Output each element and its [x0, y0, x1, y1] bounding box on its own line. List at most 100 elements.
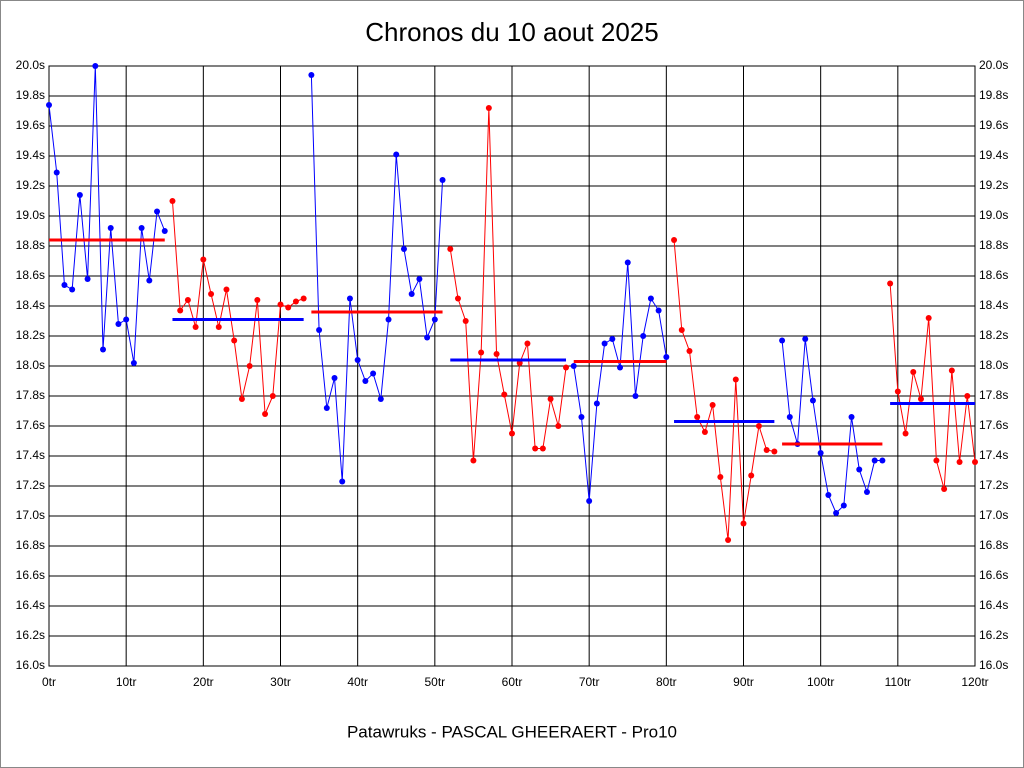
- data-point: [69, 286, 76, 293]
- y-tick-label: 17.6s: [16, 418, 45, 432]
- data-point: [701, 429, 708, 435]
- data-point: [431, 316, 438, 323]
- y-tick-label: 19.8s: [16, 88, 45, 102]
- data-point: [53, 169, 60, 176]
- data-point: [169, 198, 176, 204]
- data-point: [238, 396, 245, 402]
- data-point: [323, 405, 330, 411]
- y-tick-label: 19.2s: [16, 178, 45, 192]
- data-point: [215, 324, 222, 330]
- data-point: [84, 276, 91, 282]
- y2-tick-label: 18.0s: [979, 358, 1008, 372]
- data-point: [354, 357, 361, 363]
- data-point: [709, 402, 716, 408]
- y-tick-label: 16.4s: [16, 598, 45, 612]
- y-tick-label: 17.0s: [16, 508, 45, 522]
- y2-tick-label: 19.8s: [979, 88, 1008, 102]
- series-line: [673, 239, 775, 541]
- y-tick-label: 16.8s: [16, 538, 45, 552]
- data-point: [609, 336, 616, 342]
- data-point: [624, 259, 631, 266]
- y2-tick-label: 16.4s: [979, 598, 1008, 612]
- x-tick-label: 40tr: [347, 675, 368, 689]
- y2-tick-label: 20.0s: [979, 58, 1008, 72]
- plot-border: [48, 65, 976, 667]
- data-point: [92, 63, 99, 69]
- data-point: [617, 364, 624, 371]
- data-point: [640, 333, 647, 339]
- data-point: [956, 459, 963, 465]
- data-point: [671, 237, 678, 243]
- data-point: [948, 367, 955, 374]
- y2-tick-label: 19.0s: [979, 208, 1008, 222]
- data-point: [555, 423, 562, 429]
- data-point: [331, 375, 338, 381]
- x-tick-label: 10tr: [116, 675, 137, 689]
- data-point: [748, 472, 755, 479]
- y-tick-label: 19.6s: [16, 118, 45, 132]
- data-point: [254, 297, 261, 303]
- data-point: [262, 411, 269, 417]
- data-point: [817, 450, 824, 456]
- data-point: [416, 276, 423, 282]
- y2-tick-label: 18.6s: [979, 268, 1008, 282]
- data-point: [755, 423, 762, 429]
- data-point: [308, 72, 315, 78]
- data-point: [717, 474, 724, 480]
- series-line: [449, 107, 567, 461]
- data-point: [593, 400, 600, 407]
- y2-tick-label: 19.4s: [979, 148, 1008, 162]
- data-point: [269, 393, 276, 399]
- data-point: [300, 295, 307, 302]
- data-point: [346, 295, 353, 302]
- x-tick-label: 80tr: [656, 675, 677, 689]
- y-tick-label: 20.0s: [16, 58, 45, 72]
- data-point: [547, 396, 554, 402]
- series-line: [310, 74, 444, 482]
- data-point: [825, 492, 832, 498]
- y-tick-label: 18.6s: [16, 268, 45, 282]
- data-point: [385, 316, 392, 323]
- data-point: [161, 228, 168, 234]
- data-point: [601, 340, 608, 347]
- data-point: [509, 430, 515, 437]
- data-point: [208, 291, 215, 297]
- data-point: [863, 489, 870, 495]
- x-tick-label: 20tr: [193, 675, 214, 689]
- data-point: [377, 396, 384, 402]
- data-point: [740, 520, 747, 527]
- data-point: [370, 370, 377, 377]
- data-point: [917, 396, 924, 402]
- y-tick-label: 17.2s: [16, 478, 45, 492]
- data-point: [130, 360, 137, 366]
- data-point: [485, 105, 492, 111]
- y2-tick-label: 19.6s: [979, 118, 1008, 132]
- y-tick-label: 18.2s: [16, 328, 45, 342]
- x-tick-label: 70tr: [579, 675, 600, 689]
- data-point: [779, 337, 786, 344]
- data-point: [786, 414, 793, 420]
- data-point: [848, 414, 855, 420]
- y2-tick-label: 17.4s: [979, 448, 1008, 462]
- data-point: [879, 457, 886, 464]
- data-point: [123, 316, 130, 323]
- data-point: [285, 304, 292, 311]
- y-tick-label: 16.6s: [16, 568, 45, 582]
- y2-tick-label: 16.2s: [979, 628, 1008, 642]
- data-point: [462, 318, 469, 324]
- y-tick-label: 18.8s: [16, 238, 45, 252]
- y2-tick-label: 17.2s: [979, 478, 1008, 492]
- x-tick-label: 100tr: [807, 675, 834, 689]
- y2-tick-label: 18.8s: [979, 238, 1008, 252]
- data-point: [894, 388, 901, 395]
- data-point: [871, 457, 878, 464]
- x-tick-label: 90tr: [733, 675, 754, 689]
- y2-tick-label: 17.0s: [979, 508, 1008, 522]
- series-line: [889, 283, 976, 490]
- data-point: [177, 307, 184, 314]
- data-point: [316, 327, 323, 333]
- data-point: [277, 301, 284, 308]
- x-axis-label: Patawruks - PASCAL GHEERAERT - Pro10: [347, 722, 677, 741]
- data-point: [223, 286, 230, 293]
- data-point: [663, 354, 670, 360]
